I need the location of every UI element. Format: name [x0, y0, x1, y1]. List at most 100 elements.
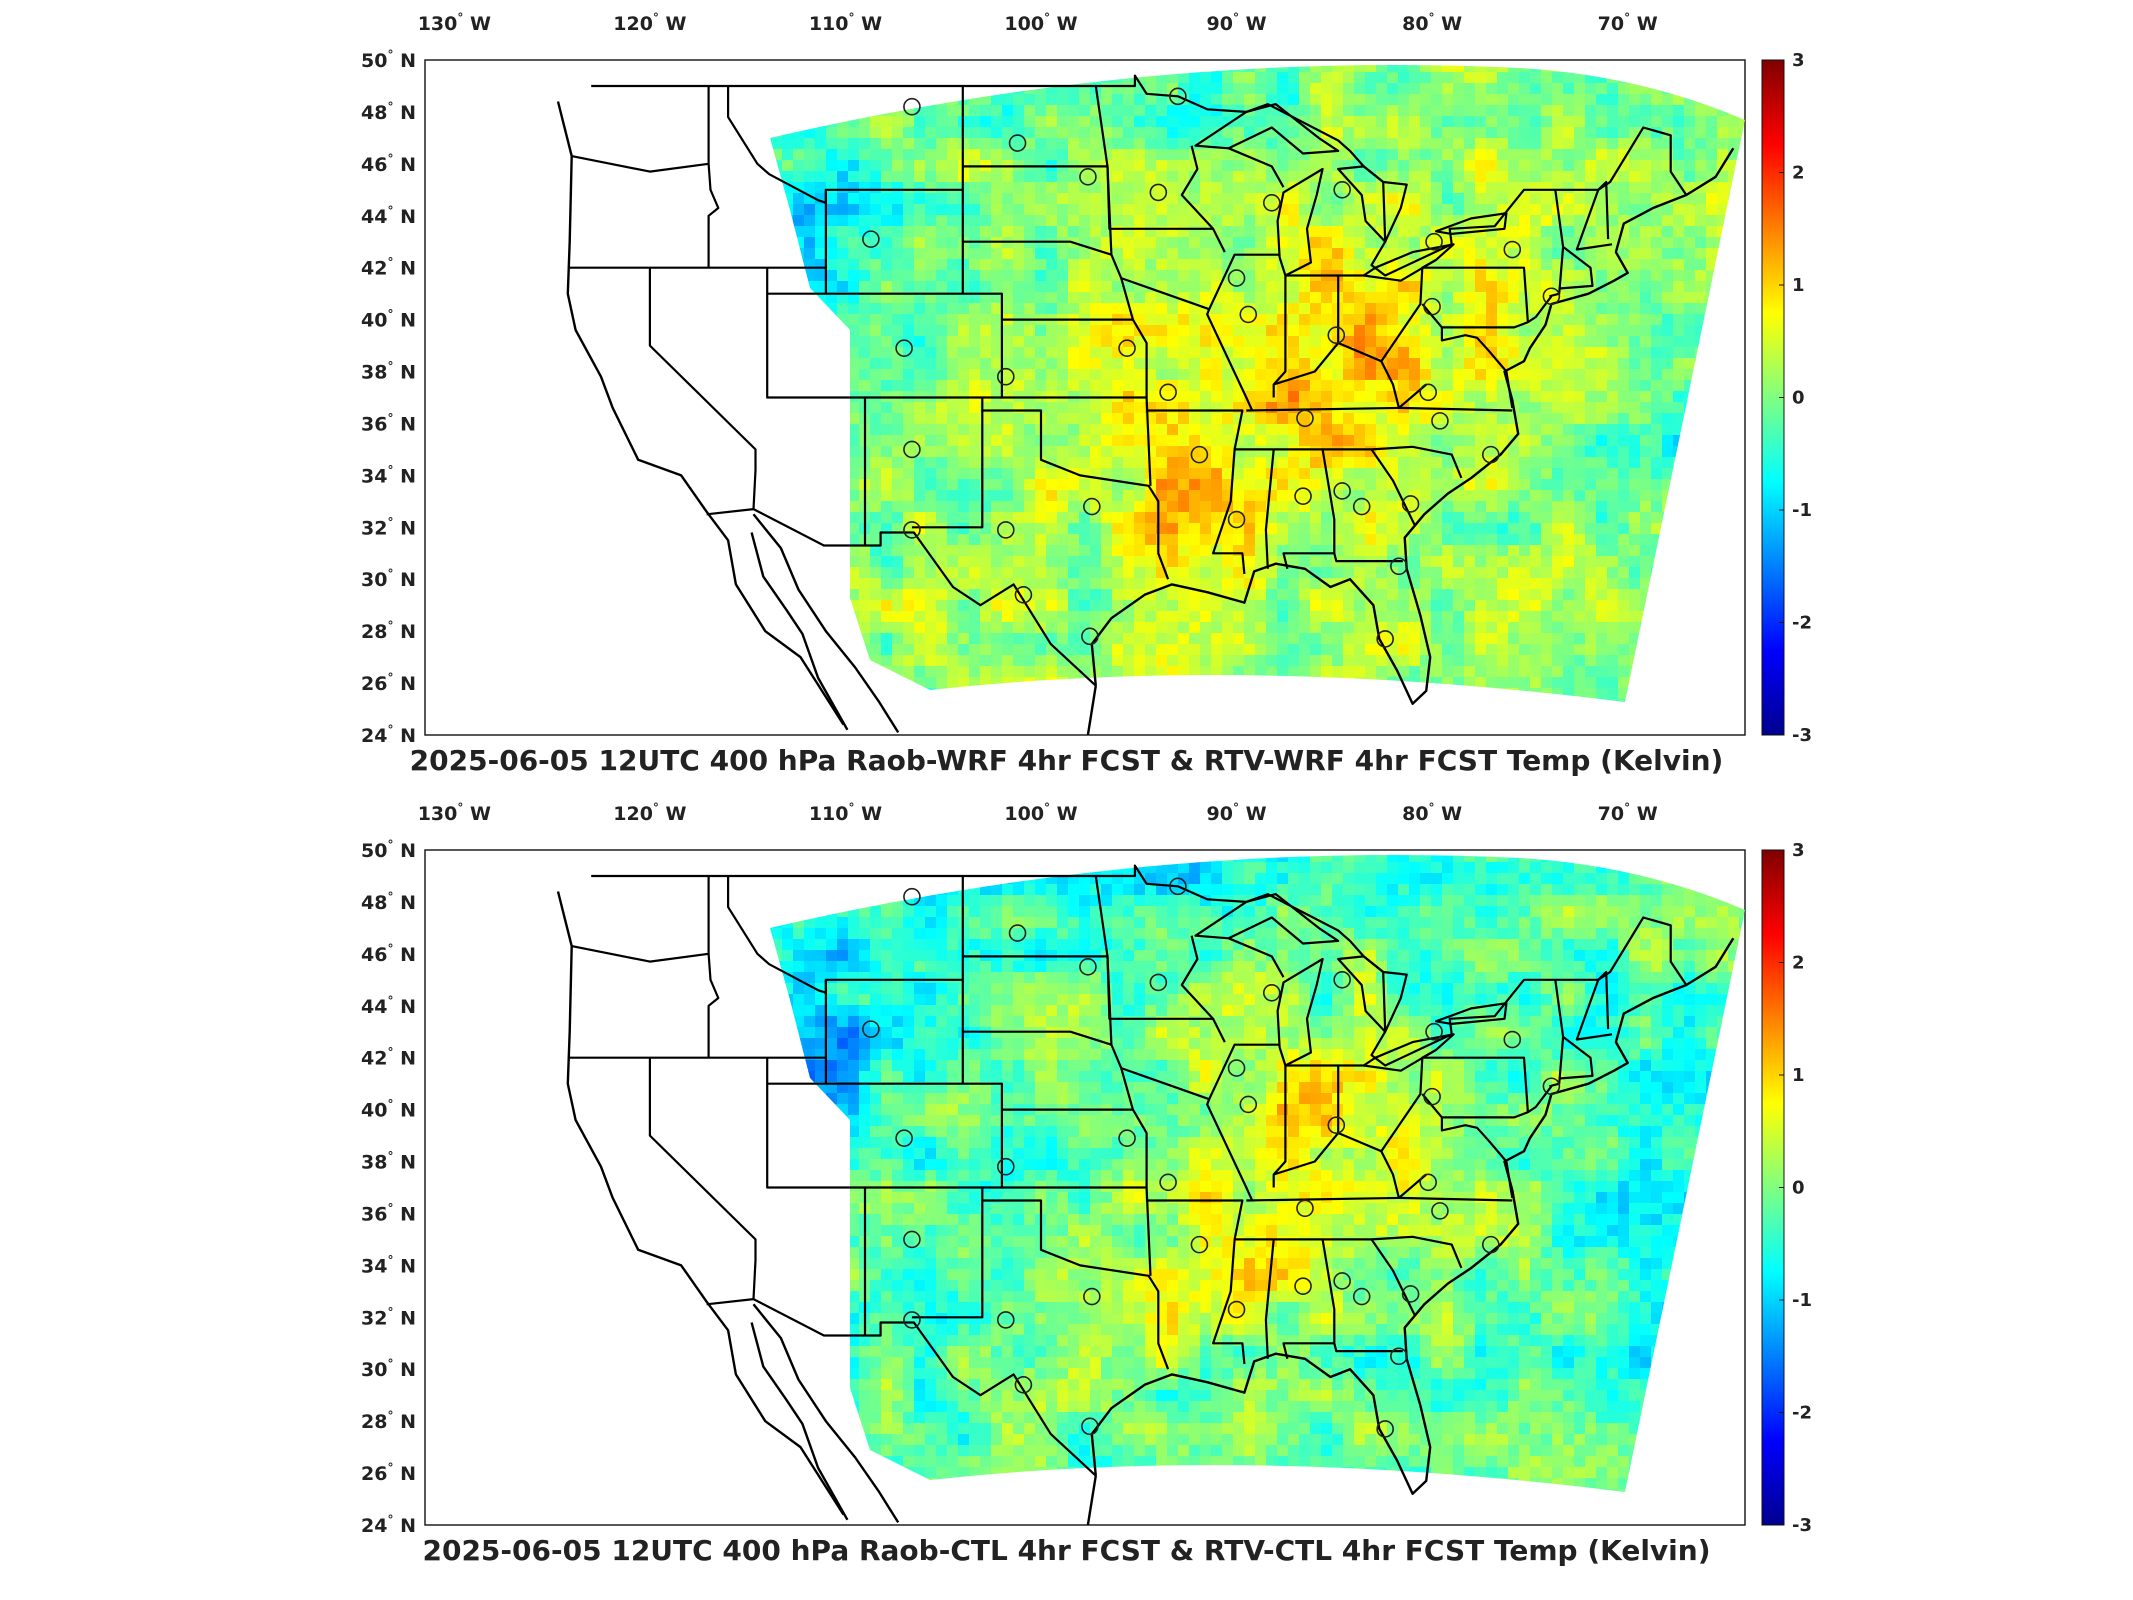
raob-stations: [862, 87, 1561, 648]
raob-station-marker: [1079, 958, 1097, 976]
raob-station-marker: [1376, 630, 1394, 648]
raob-station-marker: [1401, 1285, 1420, 1303]
map-panel-1: 130° W 120° W 110° W 100° W 90° W 80° W 70° W 5…: [0, 0, 2133, 790]
raob-station-marker: [895, 1129, 913, 1147]
raob-station-marker: [1333, 482, 1351, 500]
raob-station-marker: [903, 521, 921, 539]
latitude-tick-label: 38° N: [361, 1150, 416, 1174]
latitude-tick-label: 32° N: [361, 1305, 416, 1329]
map-figure-1: 130° W 120° W 110° W 100° W 90° W 80° W 70° W 5…: [361, 11, 1812, 747]
raob-station-marker: [1376, 1420, 1394, 1438]
latitude-tick-label: 28° N: [361, 619, 416, 643]
raob-station-marker: [903, 440, 921, 459]
raob-station-marker: [1327, 1116, 1346, 1134]
longitude-tick-label: 100° W: [1004, 11, 1077, 35]
raob-station-marker: [903, 97, 921, 116]
latitude-tick-label: 28° N: [361, 1409, 416, 1433]
longitude-tick-label: 80° W: [1402, 801, 1462, 825]
colorbar-tick-label: -1: [1792, 1290, 1812, 1311]
map-panel-2: 130° W 120° W 110° W 100° W 90° W 80° W 70° W 5…: [0, 790, 2133, 1580]
raob-station-marker: [1423, 297, 1441, 316]
raob-station-marker: [1083, 497, 1101, 516]
map-boundaries: [556, 74, 1735, 735]
longitude-tick-label: 70° W: [1598, 11, 1658, 35]
longitude-tick-label: 80° W: [1402, 11, 1462, 35]
raob-station-marker: [996, 1311, 1015, 1329]
raob-station-marker: [1081, 1417, 1099, 1436]
raob-station-marker: [1390, 557, 1408, 576]
latitude-tick-label: 50° N: [361, 838, 416, 862]
raob-station-marker: [862, 1020, 880, 1038]
raob-station-marker: [1294, 1277, 1312, 1295]
raob-station-marker: [1190, 1235, 1209, 1254]
temperature-difference-field: [770, 64, 1745, 702]
colorbar: 3 2 1 0 -1 -2 -3: [1761, 840, 1812, 1536]
raob-stations: [862, 877, 1561, 1438]
raob-station-marker: [1169, 877, 1187, 896]
raob-station-marker: [1503, 240, 1522, 259]
raob-station-marker: [1014, 1376, 1033, 1394]
latitude-tick-label: 26° N: [361, 1461, 416, 1485]
raob-station-marker: [1425, 232, 1443, 251]
raob-station-marker: [1390, 1347, 1408, 1366]
raob-station-marker: [903, 1311, 921, 1329]
latitude-tick-label: 40° N: [361, 308, 416, 332]
raob-station-marker: [1419, 1173, 1437, 1192]
raob-station-marker: [1190, 445, 1209, 464]
latitude-tick-label: 40° N: [361, 1098, 416, 1122]
raob-station-marker: [1008, 134, 1027, 152]
raob-station-marker: [1401, 495, 1420, 513]
latitude-tick-label: 26° N: [361, 671, 416, 695]
longitude-tick-label: 130° W: [418, 801, 491, 825]
colorbar: 3 2 1 0 -1 -2 -3: [1761, 50, 1812, 746]
latitude-tick-label: 34° N: [361, 1253, 416, 1277]
raob-station-marker: [1239, 305, 1258, 324]
panel-title-1: 2025-06-05 12UTC 400 hPa Raob-WRF 4hr FC…: [409, 744, 1724, 777]
colorbar-tick-label: -3: [1792, 1515, 1812, 1536]
raob-station-marker: [1542, 287, 1561, 306]
raob-station-marker: [1431, 412, 1449, 430]
latitude-tick-label: 42° N: [361, 1046, 416, 1070]
colorbar-tick-label: 0: [1792, 388, 1805, 409]
raob-station-marker: [1014, 586, 1033, 604]
raob-station-marker: [1333, 1272, 1351, 1290]
colorbar-tick-label: 2: [1792, 953, 1805, 974]
raob-station-marker: [1431, 1202, 1449, 1220]
latitude-tick-label: 32° N: [361, 515, 416, 539]
raob-station-marker: [1169, 87, 1187, 106]
latitude-tick-label: 44° N: [361, 994, 416, 1018]
raob-station-marker: [1503, 1030, 1522, 1049]
raob-station-marker: [996, 1157, 1015, 1176]
raob-station-marker: [1008, 924, 1027, 942]
colorbar-tick-label: 1: [1792, 1065, 1805, 1086]
raob-station-marker: [1481, 1235, 1500, 1254]
longitude-tick-label: 90° W: [1207, 801, 1267, 825]
raob-station-marker: [1294, 487, 1312, 505]
latitude-tick-label: 24° N: [361, 1513, 416, 1537]
latitude-tick-label: 50° N: [361, 48, 416, 72]
raob-station-marker: [996, 521, 1015, 539]
latitude-tick-label: 42° N: [361, 256, 416, 280]
latitude-tick-label: 46° N: [361, 942, 416, 966]
longitude-tick-label: 70° W: [1598, 801, 1658, 825]
raob-station-marker: [1481, 445, 1500, 464]
raob-station-marker: [1296, 409, 1314, 428]
raob-station-marker: [1159, 383, 1177, 402]
latitude-tick-label: 36° N: [361, 1201, 416, 1225]
colorbar-tick-label: 1: [1792, 275, 1805, 296]
raob-station-marker: [862, 230, 880, 248]
colorbar-tick-label: -2: [1792, 613, 1812, 634]
colorbar-tick-label: 3: [1792, 840, 1805, 861]
raob-station-marker: [996, 367, 1015, 386]
raob-station-marker: [1118, 339, 1136, 357]
raob-station-marker: [1227, 1059, 1246, 1077]
longitude-tick-label: 130° W: [418, 11, 491, 35]
temperature-difference-field: [770, 854, 1745, 1492]
panel-title-2: 2025-06-05 12UTC 400 hPa Raob-CTL 4hr FC…: [422, 1534, 1711, 1567]
latitude-tick-label: 30° N: [361, 567, 416, 591]
map-boundaries: [556, 864, 1735, 1525]
colorbar-tick-label: 3: [1792, 50, 1805, 71]
latitude-tick-label: 24° N: [361, 723, 416, 747]
raob-station-marker: [903, 887, 921, 906]
raob-station-marker: [1333, 971, 1351, 989]
